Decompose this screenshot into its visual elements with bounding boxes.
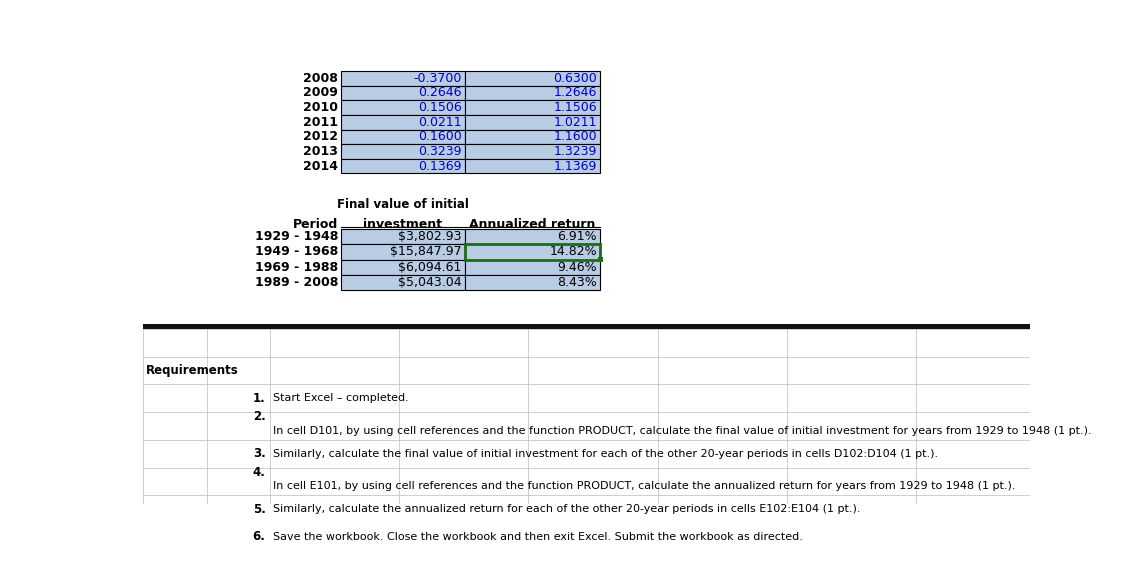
Text: investment: investment [363,218,443,231]
Bar [341,85,464,100]
Text: 14.82%: 14.82% [549,246,597,259]
Bar [341,71,464,85]
Text: 4.: 4. [253,466,265,479]
Text: In cell D101, by using cell references and the function PRODUCT, calculate the f: In cell D101, by using cell references a… [273,426,1091,436]
Text: 8.43%: 8.43% [557,276,597,289]
Text: $3,802.93: $3,802.93 [398,230,461,243]
Text: 1929 - 1948: 1929 - 1948 [255,230,339,243]
Text: 0.3239: 0.3239 [418,145,461,158]
Bar [464,130,601,144]
Text: Similarly, calculate the final value of initial investment for each of the other: Similarly, calculate the final value of … [273,449,938,458]
Bar [341,115,464,130]
Text: Save the workbook. Close the workbook and then exit Excel. Submit the workbook a: Save the workbook. Close the workbook an… [273,532,803,542]
Bar [341,275,464,290]
Bar [341,245,464,260]
Text: 1.1600: 1.1600 [554,130,597,143]
Text: 1.0211: 1.0211 [554,115,597,128]
Bar [464,275,601,290]
Text: $15,847.97: $15,847.97 [390,246,461,259]
Bar [341,159,464,173]
Bar [598,258,603,262]
Text: 1.1369: 1.1369 [554,160,597,173]
Text: 2012: 2012 [303,130,339,143]
Text: 5.: 5. [253,503,265,516]
Bar [464,100,601,115]
Text: Annualized return: Annualized return [469,218,596,231]
Text: Period: Period [293,218,339,231]
Text: 1.3239: 1.3239 [554,145,597,158]
Text: 2008: 2008 [303,72,339,85]
Text: 9.46%: 9.46% [557,261,597,274]
Text: 0.1600: 0.1600 [418,130,461,143]
Text: In cell E101, by using cell references and the function PRODUCT, calculate the a: In cell E101, by using cell references a… [273,482,1016,491]
Bar [341,144,464,159]
Text: Final value of initial: Final value of initial [336,198,469,211]
Text: 0.1506: 0.1506 [418,101,461,114]
Bar [464,115,601,130]
Bar [464,245,601,260]
Text: 3.: 3. [253,447,265,460]
Bar [464,245,601,260]
Text: $5,043.04: $5,043.04 [398,276,461,289]
Bar [464,159,601,173]
Text: 2011: 2011 [303,115,339,128]
Text: 1949 - 1968: 1949 - 1968 [255,246,339,259]
Text: -0.3700: -0.3700 [413,72,461,85]
Text: 0.2646: 0.2646 [418,87,461,100]
Text: 2010: 2010 [303,101,339,114]
Text: 2014: 2014 [303,160,339,173]
Text: Similarly, calculate the annualized return for each of the other 20-year periods: Similarly, calculate the annualized retu… [273,504,860,514]
Text: 1969 - 1988: 1969 - 1988 [255,261,339,274]
Text: 2013: 2013 [303,145,339,158]
Bar [143,324,1030,329]
Text: 0.0211: 0.0211 [418,115,461,128]
Bar [464,85,601,100]
Text: 2009: 2009 [303,87,339,100]
Text: 6.91%: 6.91% [557,230,597,243]
Bar [341,229,464,245]
Text: 6.: 6. [253,530,265,543]
Bar [341,100,464,115]
Text: 1.2646: 1.2646 [554,87,597,100]
Text: 0.6300: 0.6300 [554,72,597,85]
Text: 1.1506: 1.1506 [554,101,597,114]
Text: Start Excel – completed.: Start Excel – completed. [273,393,408,403]
Bar [464,71,601,85]
Bar [341,260,464,275]
Text: Requirements: Requirements [146,364,239,377]
Bar [464,229,601,245]
Text: $6,094.61: $6,094.61 [398,261,461,274]
Text: 0.1369: 0.1369 [418,160,461,173]
Bar [464,260,601,275]
Text: 2.: 2. [253,410,265,423]
Text: 1.: 1. [253,392,265,405]
Text: 1989 - 2008: 1989 - 2008 [255,276,339,289]
Bar [464,144,601,159]
Bar [341,130,464,144]
